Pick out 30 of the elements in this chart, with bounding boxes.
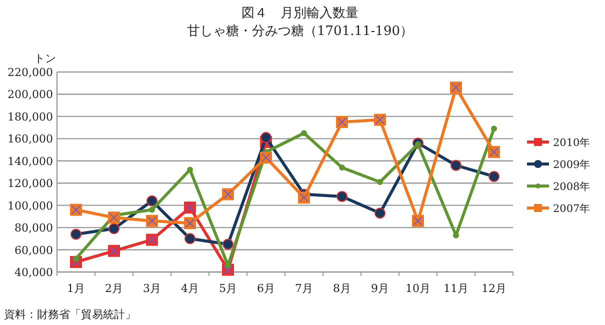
ytick: 60,000 (14, 244, 53, 257)
ylabel: トン (34, 52, 56, 65)
xtick: 9月 (371, 282, 389, 295)
xtick: 11月 (444, 282, 468, 295)
xtick: 10月 (406, 282, 430, 295)
xtick: 8月 (333, 282, 351, 295)
title: 図４ 月別輸入数量 (242, 6, 358, 21)
xtick: 6月 (257, 282, 275, 295)
xtick: 7月 (295, 282, 313, 295)
legend-label: 2007年 (553, 203, 591, 215)
legend-label: 2008年 (553, 181, 591, 193)
ytick: 120,000 (8, 177, 53, 190)
ytick: 140,000 (8, 154, 53, 168)
xtick: 1月 (67, 282, 85, 295)
xtick: 2月 (105, 282, 123, 295)
subtitle: 甘しゃ糖・分みつ糖（1701.11-190） (187, 24, 413, 39)
xtick: 5月 (219, 282, 237, 295)
legend-label: 2009年 (553, 159, 591, 171)
xtick: 4月 (181, 282, 199, 295)
ytick: 40,000 (14, 266, 53, 279)
ytick: 200,000 (8, 88, 53, 102)
ytick: 80,000 (14, 222, 53, 235)
annotation: 資料：財務省「貿易統計」 (4, 308, 136, 321)
ytick: 160,000 (8, 132, 53, 146)
ytick: 100,000 (8, 199, 53, 212)
xtick: 12月 (482, 282, 506, 295)
ytick: 180,000 (8, 110, 53, 124)
xtick: 3月 (143, 282, 161, 295)
legend-label: 2010年 (553, 137, 591, 149)
ytick: 220,000 (8, 66, 53, 79)
